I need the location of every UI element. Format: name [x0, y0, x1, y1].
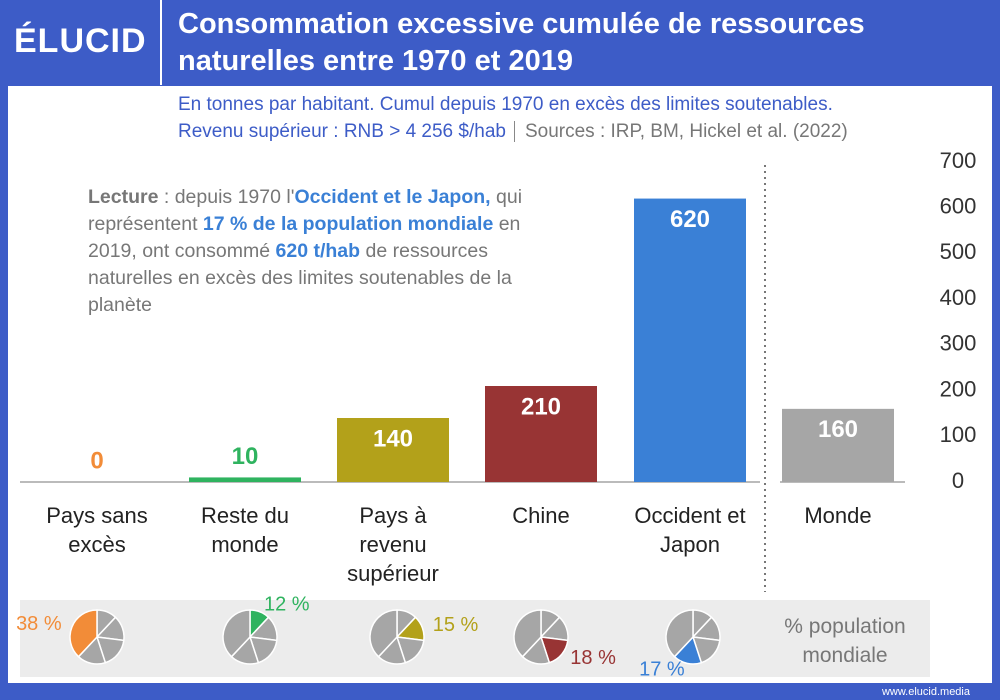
pie-label: 12 %	[264, 594, 310, 616]
panel	[8, 86, 992, 683]
y-tick-label: 700	[940, 148, 977, 173]
y-tick-label: 200	[940, 376, 977, 401]
y-tick-label: 300	[940, 331, 977, 356]
value-label: 160	[818, 416, 858, 443]
subtitle: En tonnes par habitant. Cumul depuis 197…	[178, 94, 833, 115]
annotation-part: : depuis 1970 l'	[158, 186, 295, 208]
y-tick-label: 0	[952, 468, 964, 493]
bar	[782, 408, 894, 482]
pie-label: 38 %	[16, 613, 62, 635]
annotation-part: de ressources naturelles en excès des li…	[88, 240, 512, 316]
pie-label: 18 %	[570, 647, 616, 669]
brand: ÉLUCID	[14, 22, 147, 60]
footer: www.elucid.media	[881, 686, 970, 698]
annotation-part: 620 t/hab	[275, 240, 361, 262]
value-label: 140	[373, 425, 413, 452]
pie-slice	[222, 609, 251, 658]
chart-title: Consommation excessive cumulée de ressou…	[178, 8, 865, 77]
x-tick-label: Occident et Japon	[634, 503, 746, 557]
bar	[485, 386, 597, 482]
annotation: Lecture : depuis 1970 l'Occident et le J…	[88, 184, 568, 319]
pie-label: 15 %	[433, 614, 479, 636]
pie-slice	[69, 609, 98, 658]
value-label: 210	[521, 393, 561, 420]
pie-band	[20, 600, 930, 677]
pie-slice	[369, 609, 398, 658]
bar	[337, 418, 449, 482]
bar	[189, 477, 301, 482]
pie-label: 17 %	[639, 658, 685, 680]
y-tick-label: 500	[940, 239, 977, 264]
x-tick-label: Reste du monde	[200, 503, 290, 557]
x-tick-label: Pays à revenu supérieur	[347, 503, 439, 586]
y-tick-label: 100	[940, 422, 977, 447]
header-separator	[160, 0, 162, 85]
y-tick-label: 400	[940, 285, 977, 310]
value-label: 10	[232, 443, 259, 470]
pie-slice	[665, 609, 694, 658]
value-label: 620	[670, 206, 710, 233]
sources: Sources : IRP, BM, Hickel et al. (2022)	[513, 121, 848, 142]
pie-slice	[513, 609, 542, 658]
annotation-part: Lecture	[88, 186, 159, 208]
y-tick-label: 600	[940, 194, 977, 219]
value-label: 0	[90, 447, 103, 474]
note-line: Revenu supérieur : RNB > 4 256 $/hab Sour…	[178, 118, 848, 145]
pie-legend: % population mondiale	[784, 615, 906, 667]
x-tick-label: Monde	[804, 503, 872, 528]
note: Revenu supérieur : RNB > 4 256 $/hab	[178, 121, 506, 142]
annotation-part: qui représentent	[88, 186, 523, 235]
x-tick-label: Chine	[512, 503, 570, 528]
bar	[634, 198, 746, 483]
annotation-part: Occident et le Japon,	[294, 186, 491, 208]
x-tick-label: Pays sans excès	[46, 503, 148, 557]
annotation-part: 17 % de la population mondiale	[202, 213, 494, 235]
annotation-part: en 2019, ont consommé	[88, 213, 521, 262]
subtitle-block: En tonnes par habitant. Cumul depuis 197…	[178, 91, 848, 145]
